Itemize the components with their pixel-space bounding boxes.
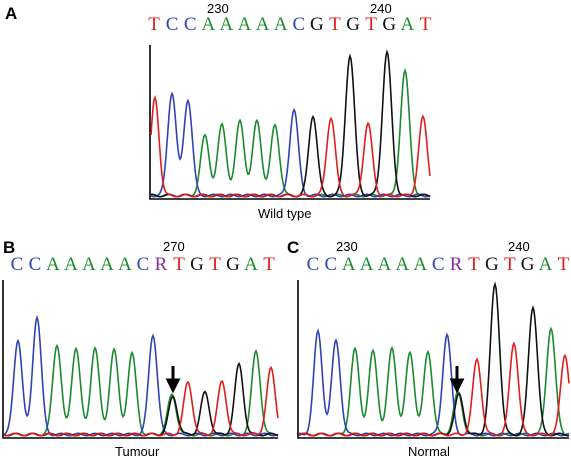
trace-G [150,49,431,198]
chromatogram-axis [149,45,430,200]
panel-c-caption: Normal [408,444,450,459]
base-call: C [28,254,42,275]
base-call: T [329,14,341,35]
base-call: T [263,254,275,275]
base-call: A [82,254,96,275]
base-call: R [154,254,168,275]
base-call: G [484,254,499,275]
panel-a-position-1: 230 [207,1,229,16]
base-call: G [226,254,240,275]
base-call: A [377,254,392,275]
base-call: A [46,254,60,275]
panel-c-position-1: 230 [336,239,358,254]
panel-a-caption: Wild type [258,206,312,221]
panel-a-position-2: 240 [370,1,392,16]
panel-letter-c: C [287,238,300,257]
trace-A [3,343,279,437]
base-call: C [10,254,24,275]
base-call: C [292,14,306,35]
trace-T [150,95,431,198]
base-call: A [359,254,374,275]
base-call: A [538,254,553,275]
base-call: T [468,254,480,275]
base-call: A [244,254,258,275]
trace-T [3,365,279,437]
mutation-arrow-icon [165,366,181,394]
base-call: A [395,254,410,275]
chromatogram-axis [297,280,569,439]
trace-C [150,91,431,198]
base-call: T [365,14,377,35]
panel-letter-b: B [3,238,16,257]
mutation-arrow-icon [449,366,465,394]
base-call: T [148,14,160,35]
panel-letter-a: A [5,4,18,23]
trace-A [298,326,570,437]
base-call: G [520,254,535,275]
base-call: R [449,254,463,275]
base-call: C [306,254,320,275]
base-call: C [324,254,338,275]
panel-a-chromatogram [149,45,431,200]
panel-c-position-2: 240 [508,239,530,254]
base-call: C [165,14,179,35]
base-call: G [310,14,324,35]
base-call: A [255,14,270,35]
base-call: T [419,14,432,35]
base-call: A [219,14,234,35]
panel-b-caption: Tumour [115,444,160,459]
base-call: T [173,254,185,275]
base-call: C [136,254,150,275]
base-call: G [190,254,204,275]
panel-b-position-1: 270 [163,239,185,254]
base-call: A [100,254,114,275]
panel-b-chromatogram [2,280,279,439]
base-call: G [346,14,360,35]
base-call: A [413,254,428,275]
base-call: A [64,254,78,275]
base-call: T [557,254,570,275]
base-call: T [209,254,221,275]
trace-C [298,328,570,437]
base-call: C [431,254,445,275]
base-call: C [183,14,197,35]
chromatogram-axis [2,280,278,439]
base-call: A [400,14,415,35]
base-call: T [503,254,516,275]
base-call: A [201,14,216,35]
base-call: A [118,254,132,275]
base-call: A [273,14,288,35]
base-call: A [237,14,252,35]
base-call: G [382,14,397,35]
trace-T [298,341,570,437]
base-call: A [341,254,356,275]
panel-c-chromatogram [297,280,570,439]
